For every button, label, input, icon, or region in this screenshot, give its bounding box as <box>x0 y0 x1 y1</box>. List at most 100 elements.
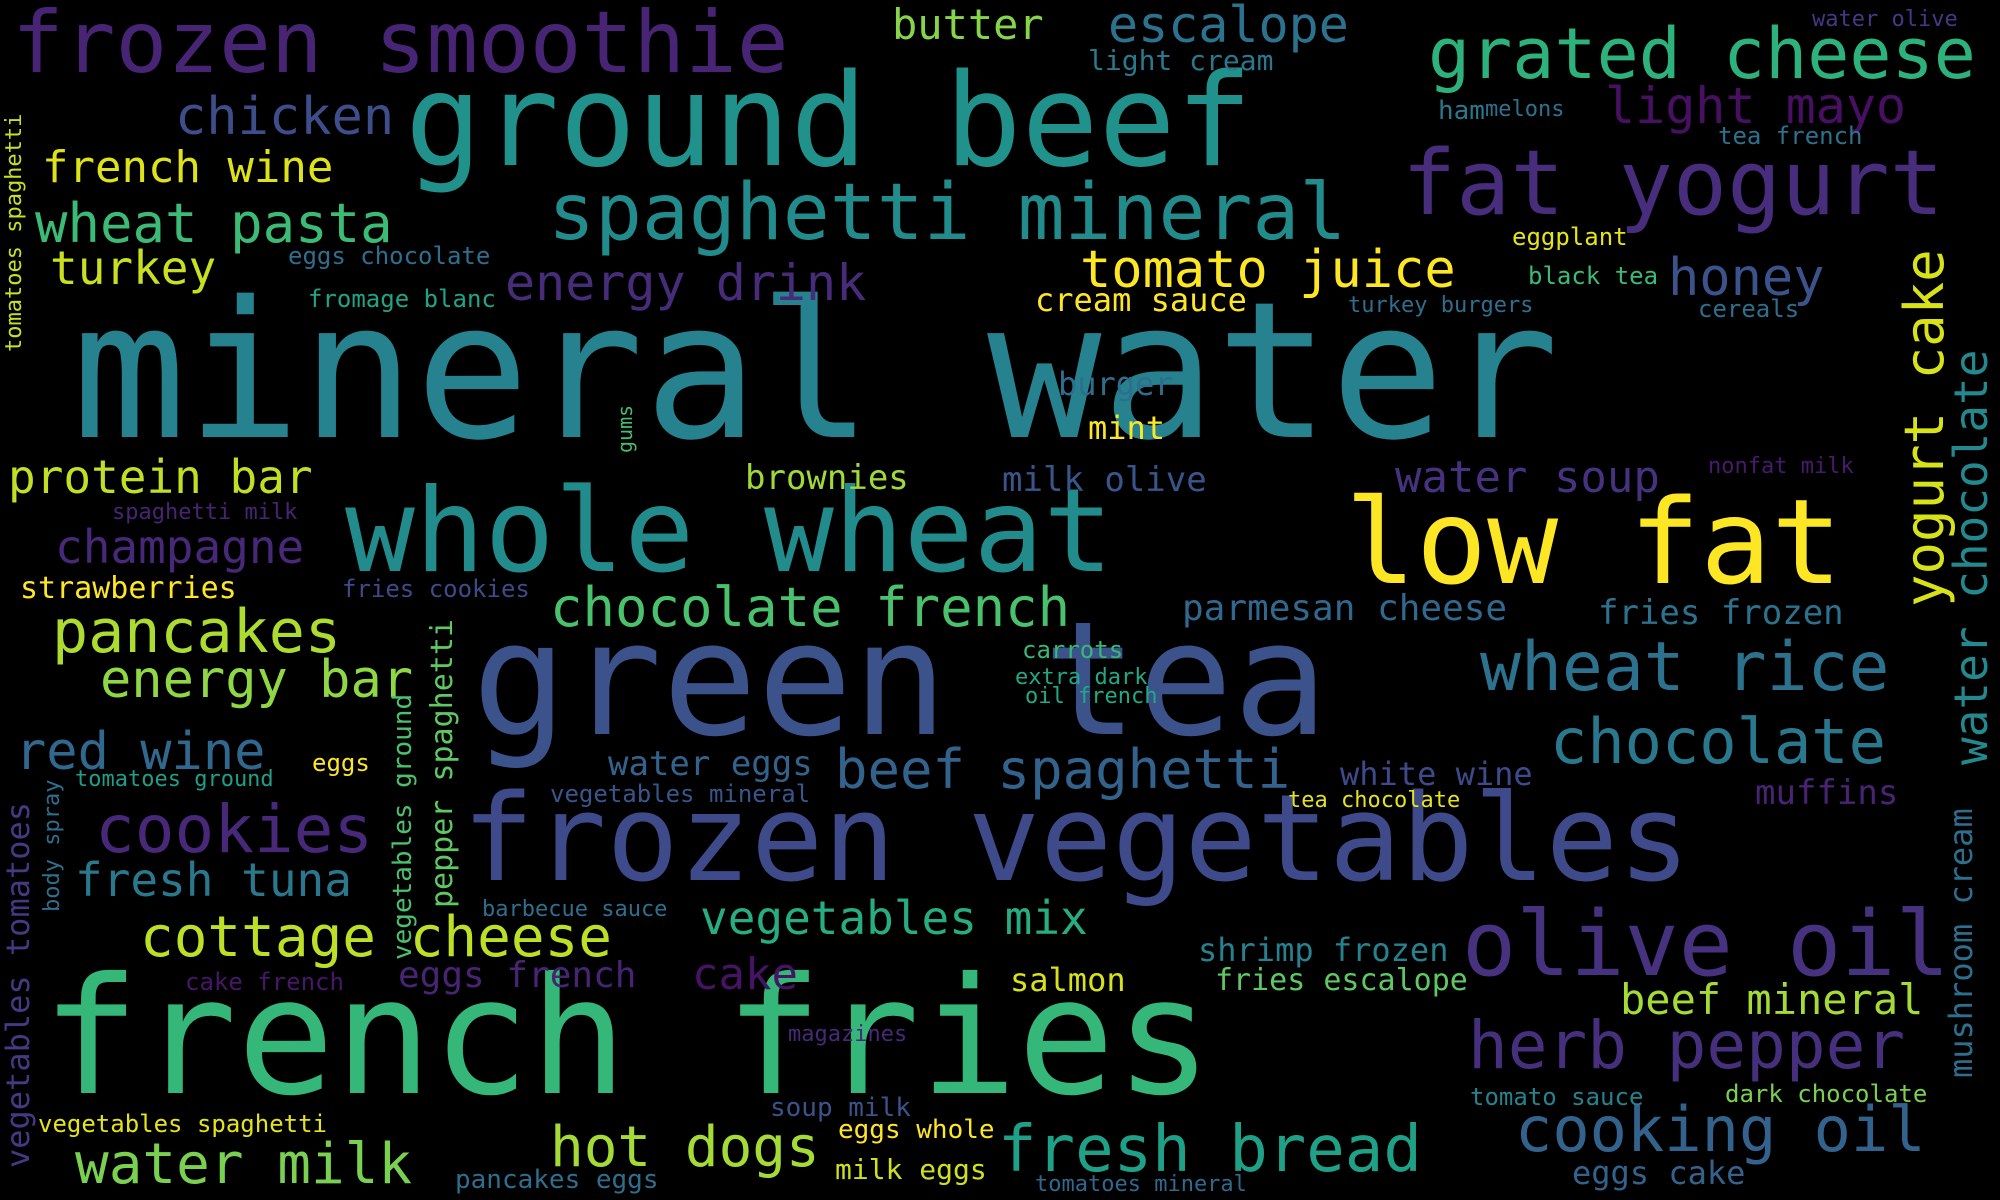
word-tomato-juice: tomato juice <box>1080 240 1456 300</box>
word-water-eggs: water eggs <box>608 744 813 784</box>
word-mineral-water: mineral water <box>72 261 1560 482</box>
word-tea-french: tea french <box>1718 122 1863 150</box>
word-mushroom-cream: mushroom cream <box>1942 808 1980 1078</box>
word-turkey-burgers: turkey burgers <box>1348 293 1534 318</box>
word-light-mayo: light mayo <box>1605 77 1907 135</box>
word-milk-eggs: milk eggs <box>835 1153 987 1186</box>
word-whole-wheat: whole wheat <box>345 464 1114 599</box>
word-barbecue-sauce: barbecue sauce <box>482 897 668 922</box>
word-vegetables-ground: vegetables ground <box>388 693 418 960</box>
word-energy-drink: energy drink <box>505 254 867 312</box>
word-tea-chocolate: tea chocolate <box>1288 788 1461 813</box>
word-water-olive: water olive <box>1812 7 1958 32</box>
word-tomatoes-spaghetti: tomatoes spaghetti <box>2 113 27 352</box>
word-mint: mint <box>1088 409 1166 447</box>
word-cottage-cheese: cottage cheese <box>140 905 613 970</box>
word-grated-cheese: grated cheese <box>1428 13 1976 95</box>
word-cream-sauce: cream sauce <box>1035 281 1247 319</box>
word-fries-cookies: fries cookies <box>342 575 530 603</box>
word-water-soup: water soup <box>1395 452 1660 503</box>
word-gums: gums <box>613 404 637 453</box>
word-wheat-rice: wheat rice <box>1480 628 1890 707</box>
word-vegetables-tomatoes: vegetables tomatoes <box>0 801 37 1168</box>
word-vegetables-spaghetti: vegetables spaghetti <box>38 1110 327 1138</box>
word-eggs-cake: eggs cake <box>1572 1154 1746 1192</box>
word-cake-french: cake french <box>185 968 344 996</box>
word-chicken: chicken <box>175 87 395 147</box>
word-pepper-spaghetti: pepper spaghetti <box>425 619 460 908</box>
word-fries-frozen: fries frozen <box>1598 593 1844 633</box>
word-nonfat-milk: nonfat milk <box>1708 454 1854 479</box>
word-frozen-smoothie: frozen smoothie <box>12 0 789 93</box>
word-black-tea: black tea <box>1528 262 1659 290</box>
word-french-fries: french fries <box>42 944 1213 1132</box>
word-white-wine: white wine <box>1340 755 1533 793</box>
word-cake: cake <box>692 949 798 1000</box>
word-eggs-chocolate: eggs chocolate <box>288 242 491 270</box>
word-salmon: salmon <box>1010 961 1126 999</box>
word-pancakes-eggs: pancakes eggs <box>455 1165 659 1195</box>
word-hot-dogs: hot dogs <box>550 1115 820 1180</box>
word-extra-dark: extra dark <box>1015 665 1148 690</box>
word-body-spray: body spray <box>40 779 65 912</box>
word-tomato-sauce: tomato sauce <box>1470 1083 1644 1111</box>
word-butter: butter <box>892 0 1044 49</box>
word-water-milk: water milk <box>75 1132 413 1197</box>
word-spaghetti-mineral: spaghetti mineral <box>548 168 1347 258</box>
word-herb-pepper: herb pepper <box>1468 1007 1906 1084</box>
word-shrimp-frozen: shrimp frozen <box>1198 931 1449 969</box>
word-water-chocolate: water chocolate <box>1944 349 1998 765</box>
word-pancakes: pancakes <box>52 597 341 667</box>
word-milk-olive: milk olive <box>1002 460 1207 500</box>
word-brownies: brownies <box>745 458 909 498</box>
word-light-cream: light cream <box>1088 44 1274 77</box>
word-tomatoes-mineral: tomatoes mineral <box>1035 1172 1247 1197</box>
word-cooking-oil: cooking oil <box>1515 1093 1926 1166</box>
word-eggplant: eggplant <box>1512 223 1628 251</box>
word-escalope: escalope <box>1108 0 1349 54</box>
word-fries-escalope: fries escalope <box>1215 963 1468 998</box>
word-spaghetti-milk: spaghetti milk <box>112 500 298 525</box>
word-eggs-whole: eggs whole <box>838 1115 995 1145</box>
word-vegetables-mineral: vegetables mineral <box>550 780 811 808</box>
word-fromage-blanc: fromage blanc <box>308 285 496 313</box>
word-parmesan-cheese: parmesan cheese <box>1182 588 1508 629</box>
word-champagne: champagne <box>55 520 305 574</box>
word-soup-milk: soup milk <box>770 1093 911 1123</box>
word-oil-french: oil french <box>1025 684 1158 709</box>
word-dark-chocolate: dark chocolate <box>1725 1080 1928 1108</box>
word-turkey: turkey <box>50 241 217 295</box>
word-protein-bar: protein bar <box>8 450 313 504</box>
word-chocolate: chocolate <box>1550 705 1886 778</box>
word-green-tea: green tea <box>472 588 1329 772</box>
word-tomatoes-ground: tomatoes ground <box>75 767 274 792</box>
word-energy-bar: energy bar <box>100 650 414 710</box>
word-magazines: magazines <box>788 1022 908 1047</box>
word-honey: honey <box>1668 248 1825 308</box>
word-fresh-tuna: fresh tuna <box>75 853 352 907</box>
word-cereals: cereals <box>1698 295 1800 323</box>
word-ground-beef: ground beef <box>405 47 1253 196</box>
word-fat-yogurt: fat yogurt <box>1402 131 1944 236</box>
word-beef-spaghetti: beef spaghetti <box>835 738 1291 801</box>
word-carrots: carrots <box>1022 636 1124 664</box>
word-fresh-bread: fresh bread <box>998 1113 1422 1187</box>
word-french-wine: french wine <box>42 142 334 193</box>
word-eggs: eggs <box>312 749 370 777</box>
word-eggs-french: eggs french <box>398 955 637 996</box>
word-red-wine: red wine <box>15 722 266 782</box>
word-vegetables-mix: vegetables mix <box>700 891 1088 945</box>
word-melons: melons <box>1485 97 1565 122</box>
word-burger: burger <box>1058 365 1174 403</box>
word-wheat-pasta: wheat pasta <box>35 192 393 255</box>
word-strawberries: strawberries <box>20 571 237 606</box>
word-muffins: muffins <box>1755 773 1899 813</box>
word-cookies: cookies <box>95 791 374 868</box>
word-chocolate-french: chocolate french <box>550 576 1071 639</box>
word-olive-oil: olive oil <box>1462 892 1950 997</box>
word-beef-mineral: beef mineral <box>1620 975 1924 1024</box>
word-frozen-vegetables: frozen vegetables <box>462 770 1691 909</box>
word-ham: ham <box>1438 96 1485 126</box>
word-low-fat: low fat <box>1345 473 1843 611</box>
